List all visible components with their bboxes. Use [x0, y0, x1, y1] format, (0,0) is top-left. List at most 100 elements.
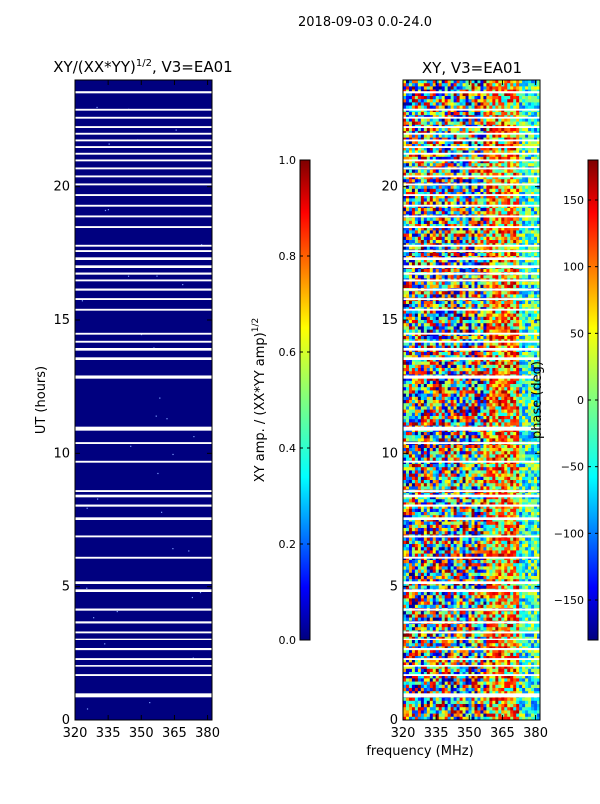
phase-cell: [483, 291, 486, 295]
phase-cell: [489, 198, 492, 202]
phase-cell: [504, 275, 507, 279]
phase-cell: [486, 237, 489, 241]
phase-cell: [510, 314, 513, 318]
phase-cell: [495, 234, 498, 238]
phase-cell: [466, 368, 469, 372]
phase-cell: [457, 96, 460, 100]
phase-cell: [489, 112, 492, 116]
phase-cell: [498, 122, 501, 126]
phase-cell: [495, 246, 498, 250]
phase-cell: [454, 122, 457, 126]
phase-cell: [466, 397, 469, 401]
phase-cell: [495, 368, 498, 372]
phase-cell: [507, 384, 510, 388]
phase-cell: [436, 371, 439, 375]
phase-cell: [501, 102, 504, 106]
phase-cell: [436, 320, 439, 324]
phase-cell: [457, 102, 460, 106]
flagged-time-band: [75, 279, 212, 281]
phase-cell: [534, 163, 537, 167]
phase-cell: [486, 403, 489, 407]
phase-cell: [436, 106, 439, 110]
phase-cell: [510, 390, 513, 394]
phase-cell: [418, 314, 421, 318]
phase-cell: [421, 163, 424, 167]
phase-cell: [528, 253, 531, 256]
phase-cell: [513, 218, 516, 222]
phase-cell: [507, 253, 510, 256]
phase-cell: [534, 294, 537, 298]
phase-cell: [463, 208, 466, 212]
phase-cell: [486, 230, 489, 234]
phase-cell: [519, 240, 522, 244]
phase-cell: [501, 96, 504, 100]
phase-cell: [460, 269, 463, 273]
phase-cell: [474, 102, 477, 106]
phase-cell: [430, 371, 433, 375]
phase-cell: [474, 413, 477, 417]
phase-cell: [504, 384, 507, 388]
phase-cell: [480, 291, 483, 295]
phase-cell: [522, 317, 525, 321]
phase-cell: [477, 362, 480, 366]
phase-cell: [436, 282, 439, 286]
phase-cell: [472, 314, 475, 318]
phase-cell: [477, 240, 480, 244]
phase-cell: [424, 253, 427, 256]
phase-cell: [433, 387, 436, 391]
phase-cell: [415, 294, 418, 298]
phase-cell: [483, 285, 486, 289]
phase-cell: [525, 314, 528, 318]
phase-cell: [510, 310, 513, 314]
phase-cell: [480, 336, 483, 340]
phase-cell: [439, 112, 442, 116]
phase-cell: [477, 102, 480, 106]
phase-cell: [460, 122, 463, 126]
phase-cell: [433, 394, 436, 398]
phase-cell: [483, 179, 486, 183]
phase-cell: [448, 397, 451, 401]
phase-cell: [442, 400, 445, 404]
phase-cell: [489, 208, 492, 212]
flagged-time-band: [75, 535, 212, 537]
phase-cell: [516, 240, 519, 244]
phase-cell: [486, 208, 489, 212]
phase-cell: [424, 118, 427, 122]
colorbar-tick-label: 0.0: [279, 634, 297, 647]
phase-cell: [492, 310, 495, 314]
phase-cell: [415, 198, 418, 202]
phase-cell: [495, 400, 498, 404]
phase-cell: [412, 285, 415, 289]
phase-cell: [492, 410, 495, 414]
phase-cell: [525, 410, 528, 414]
phase-cell: [433, 269, 436, 273]
phase-cell: [448, 336, 451, 340]
phase-cell: [418, 394, 421, 398]
phase-cell: [445, 269, 448, 273]
phase-cell: [445, 202, 448, 206]
flagged-time-band: [75, 665, 212, 667]
phase-cell: [522, 387, 525, 391]
phase-cell: [492, 342, 495, 346]
phase-cell: [474, 186, 477, 190]
phase-cell: [519, 352, 522, 356]
phase-cell: [498, 304, 501, 308]
phase-cell: [480, 134, 483, 138]
phase-cell: [460, 134, 463, 138]
phase-cell: [439, 291, 442, 295]
phase-cell: [466, 323, 469, 327]
phase-cell: [534, 202, 537, 206]
phase-cell: [448, 202, 451, 206]
phase-cell: [460, 246, 463, 250]
phase-cell: [534, 106, 537, 110]
phase-cell: [415, 304, 418, 308]
phase-cell: [525, 342, 528, 346]
phase-cell: [463, 189, 466, 193]
phase-cell: [513, 134, 516, 138]
phase-cell: [510, 317, 513, 321]
phase-cell: [480, 342, 483, 346]
phase-cell: [418, 134, 421, 138]
phase-cell: [412, 394, 415, 398]
phase-cell: [495, 330, 498, 334]
phase-cell: [457, 368, 460, 372]
